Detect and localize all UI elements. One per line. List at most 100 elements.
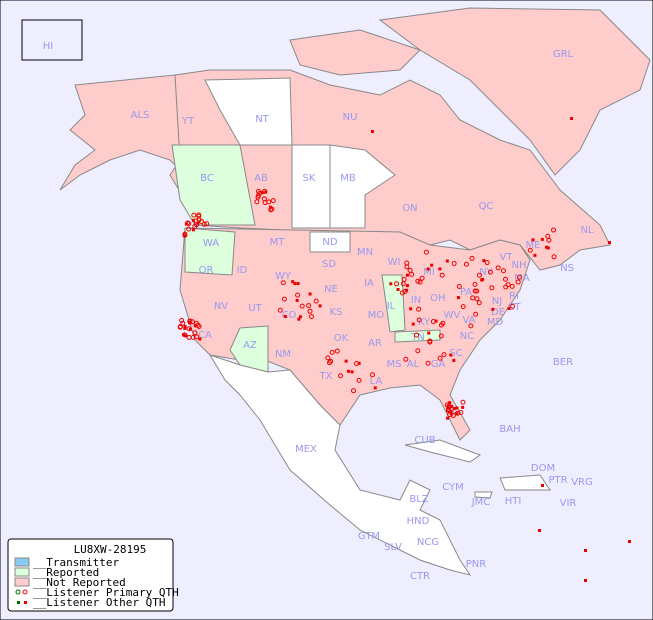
- listener-other-marker: [396, 287, 400, 291]
- listener-primary-marker: [476, 300, 482, 306]
- listener-primary-marker: [509, 283, 515, 289]
- region-label-wy: WY: [275, 271, 292, 282]
- listener-primary-marker: [189, 319, 195, 325]
- region-label-ptr: PTR: [548, 475, 567, 486]
- listener-other-marker: [531, 238, 535, 242]
- listener-primary-marker: [400, 281, 406, 287]
- region-label-wi: WI: [388, 257, 401, 268]
- listener-primary-marker: [262, 188, 268, 194]
- listener-other-marker: [445, 259, 449, 263]
- region-label-wa: WA: [203, 238, 219, 249]
- listener-other-marker: [183, 324, 187, 328]
- listener-primary-marker: [337, 373, 343, 379]
- hawaii-inset: [21, 19, 83, 61]
- region-label-pa: PA: [460, 287, 472, 298]
- listener-other-marker: [191, 228, 195, 232]
- listener-other-marker: [482, 259, 486, 263]
- listener-other-marker: [570, 117, 573, 120]
- region-label-ut: UT: [248, 303, 262, 314]
- listener-other-marker: [183, 326, 187, 330]
- listener-primary-marker: [484, 260, 490, 266]
- listener-primary-marker: [191, 212, 197, 218]
- region-label-il: IL: [387, 301, 396, 312]
- listener-primary-marker: [439, 272, 445, 278]
- listener-primary-marker: [450, 412, 456, 418]
- region-label-nt: NT: [255, 114, 269, 125]
- listener-primary-marker: [196, 323, 202, 329]
- listener-other-marker: [296, 282, 300, 286]
- region-label-ia: IA: [364, 278, 374, 289]
- listener-primary-marker: [438, 333, 444, 339]
- region-label-ns: NS: [560, 263, 574, 274]
- region-label-mn: MN: [357, 247, 373, 258]
- listener-primary-marker: [351, 388, 357, 394]
- listener-primary-marker: [356, 377, 362, 383]
- listener-other-marker: [291, 280, 295, 284]
- region-label-ma: MA: [514, 273, 530, 284]
- region-label-mo: MO: [368, 310, 385, 321]
- legend-not-reported: __Not Reported: [33, 576, 126, 589]
- listener-other-marker: [188, 327, 192, 331]
- region-label-mb: MB: [340, 173, 356, 184]
- listener-other-marker: [283, 314, 287, 318]
- region-label-nh: NH: [512, 260, 527, 271]
- listener-other-marker: [389, 282, 393, 286]
- listener-primary-marker: [460, 399, 466, 405]
- listener-primary-marker: [445, 407, 451, 413]
- listener-primary-marker: [402, 288, 408, 294]
- listener-primary-marker: [281, 296, 287, 302]
- listener-primary-marker: [469, 255, 475, 261]
- listener-primary-marker: [192, 330, 198, 336]
- listener-other-marker: [371, 130, 374, 133]
- listener-primary-marker: [180, 320, 186, 326]
- listener-primary-marker: [437, 355, 443, 361]
- listener-primary-marker: [270, 198, 276, 204]
- region-label-ri: RI: [509, 291, 519, 302]
- listener-primary-marker: [187, 318, 193, 324]
- listener-primary-marker: [487, 269, 493, 275]
- listener-primary-marker: [193, 218, 199, 224]
- listener-primary-marker: [325, 355, 331, 361]
- region-label-ar: AR: [368, 338, 382, 349]
- listener-other-marker: [409, 307, 413, 311]
- listener-other-marker: [449, 410, 453, 414]
- listener-other-marker: [452, 358, 456, 362]
- listener-primary-marker: [295, 292, 301, 298]
- region-label-ms: MS: [387, 359, 402, 370]
- listener-primary-marker: [472, 281, 478, 287]
- region-label-nc: NC: [460, 331, 474, 342]
- listener-primary-marker: [307, 308, 313, 314]
- listener-primary-marker: [409, 271, 415, 277]
- listener-primary-marker: [185, 220, 191, 226]
- listener-other-marker: [545, 245, 549, 249]
- listener-primary-marker: [545, 233, 551, 239]
- listener-primary-marker: [503, 276, 509, 282]
- listener-primary-marker: [404, 264, 410, 270]
- legend-title: LU8XW-28195: [74, 543, 147, 556]
- listener-primary-marker: [186, 226, 192, 232]
- listener-primary-marker: [455, 410, 461, 416]
- legend-other-icon: [17, 601, 20, 604]
- listener-primary-marker: [201, 221, 207, 227]
- listener-primary-marker: [334, 348, 340, 354]
- listener-primary-marker: [313, 298, 319, 304]
- listener-primary-marker: [458, 409, 464, 415]
- region-bc: [171, 144, 256, 226]
- region-label-az: AZ: [243, 340, 257, 351]
- listener-primary-marker: [199, 218, 205, 224]
- listener-primary-marker: [269, 206, 275, 212]
- listener-other-marker: [455, 406, 459, 410]
- listener-primary-marker: [446, 404, 452, 410]
- listener-other-marker: [456, 296, 460, 300]
- region-label-cub: CUB: [414, 435, 435, 446]
- region-label-blz: BLZ: [409, 494, 428, 505]
- listener-primary-marker: [394, 281, 400, 287]
- region-label-ctr: CTR: [410, 571, 430, 582]
- region-label-nv: NV: [214, 301, 228, 312]
- region-label-yt: YT: [181, 116, 195, 127]
- listener-other-marker: [344, 359, 348, 363]
- listener-primary-marker: [551, 254, 557, 260]
- region-label-qc: QC: [479, 201, 494, 212]
- listener-primary-marker: [500, 268, 506, 274]
